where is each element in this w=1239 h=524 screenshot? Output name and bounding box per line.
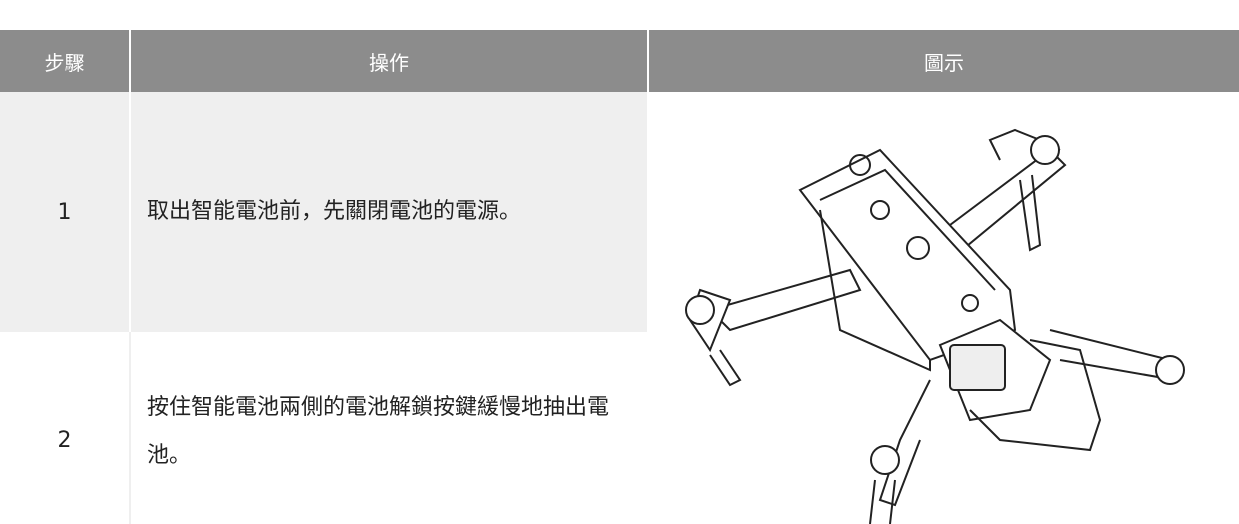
step-number: 1 [0, 92, 129, 332]
drone-illustration [685, 128, 1185, 524]
step-number: 2 [57, 427, 72, 453]
column-divider [129, 332, 131, 524]
header-cell: 操作 [131, 30, 647, 92]
header-cell: 圖示 [649, 30, 1239, 92]
step-text: 按住智能電池兩側的電池解鎖按鍵緩慢地抽出電池。 [147, 395, 610, 468]
header-cell: 步驟 [0, 30, 129, 92]
step-text: 取出智能電池前，先關閉電池的電源。 [131, 92, 647, 332]
